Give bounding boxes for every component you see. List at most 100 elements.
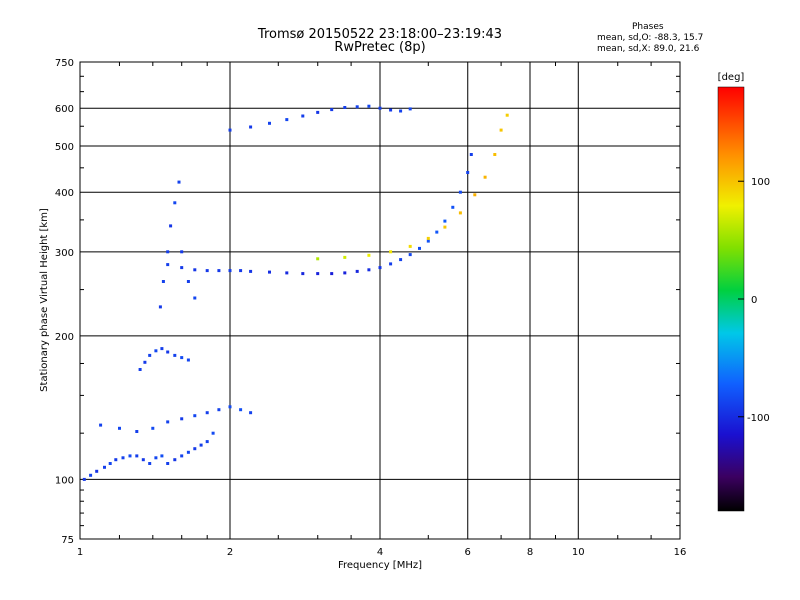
data-point xyxy=(166,462,170,465)
data-point xyxy=(408,244,412,248)
data-point xyxy=(154,349,158,353)
data-point xyxy=(173,353,177,357)
y-tick-label: 200 xyxy=(55,332,74,343)
data-point xyxy=(426,236,430,240)
data-point xyxy=(148,462,152,465)
colorbar-tick-label: 0 xyxy=(751,295,757,306)
data-point xyxy=(180,454,184,458)
data-point xyxy=(239,408,243,412)
data-point xyxy=(199,443,203,447)
data-point xyxy=(378,266,382,270)
data-point xyxy=(343,271,347,275)
data-point xyxy=(301,114,305,118)
data-point xyxy=(114,458,118,462)
data-point xyxy=(268,270,271,274)
y-tick-label: 400 xyxy=(55,188,74,199)
y-tick-label: 100 xyxy=(55,475,74,486)
data-points-layer xyxy=(82,104,509,481)
data-point xyxy=(268,121,271,125)
colorbar-tick-label: -100 xyxy=(747,413,770,424)
data-point xyxy=(180,356,184,360)
data-point xyxy=(330,272,334,276)
data-point xyxy=(180,250,184,254)
data-point xyxy=(151,426,155,430)
data-point xyxy=(316,110,320,114)
data-point xyxy=(148,353,152,357)
data-point xyxy=(426,239,430,243)
colorbar-label: [deg] xyxy=(718,72,745,83)
data-point xyxy=(217,269,221,273)
data-point xyxy=(285,271,289,275)
data-point xyxy=(435,230,439,234)
data-point xyxy=(166,420,170,424)
y-tick-label: 300 xyxy=(55,248,74,259)
data-point xyxy=(399,109,403,113)
grid-layer xyxy=(80,62,680,539)
data-point xyxy=(205,440,209,444)
data-point xyxy=(217,408,221,412)
data-point xyxy=(135,430,139,433)
chart-subtitle: RwPretec (8p) xyxy=(334,40,426,55)
data-point xyxy=(166,350,170,354)
y-tick-label: 750 xyxy=(55,58,74,69)
axis-ticks-layer: 1 2 4 6 8 10 16 75 100 200 300 400 500 600 750 xyxy=(55,58,686,558)
x-tick-label: 1 xyxy=(77,547,83,558)
data-point xyxy=(228,269,232,273)
y-axis-label: Stationary phase Virtual Height [km] xyxy=(39,208,50,392)
data-point xyxy=(330,108,334,112)
data-point xyxy=(103,465,106,469)
chart-title: Tromsø 20150522 23:18:00–23:19:43 xyxy=(257,27,503,42)
data-point xyxy=(193,268,197,272)
data-point xyxy=(443,219,447,223)
data-point xyxy=(469,153,473,156)
data-point xyxy=(367,253,371,257)
data-point xyxy=(166,263,170,267)
data-point xyxy=(193,296,197,300)
data-point xyxy=(343,255,347,259)
data-point xyxy=(473,193,477,197)
data-point xyxy=(466,171,470,174)
data-point xyxy=(249,125,253,129)
data-point xyxy=(355,269,359,273)
data-point xyxy=(99,423,103,427)
data-point xyxy=(128,454,132,458)
data-point xyxy=(108,462,112,465)
colorbar-tick-label: 100 xyxy=(751,177,770,188)
data-point xyxy=(186,450,190,454)
data-point xyxy=(316,272,320,276)
data-point xyxy=(160,454,164,458)
data-point xyxy=(82,477,86,481)
data-point xyxy=(408,253,412,257)
data-point xyxy=(158,305,162,309)
data-point xyxy=(458,190,462,194)
data-point xyxy=(121,456,125,460)
plot-frame xyxy=(79,61,681,540)
y-tick-label: 75 xyxy=(61,535,74,546)
data-point xyxy=(166,250,170,254)
data-point xyxy=(118,426,121,430)
data-point xyxy=(135,454,139,458)
data-point xyxy=(301,272,305,276)
data-point xyxy=(249,269,253,273)
x-tick-label: 8 xyxy=(527,547,533,558)
x-tick-label: 10 xyxy=(572,547,585,558)
data-point xyxy=(205,411,209,415)
data-point xyxy=(228,128,232,132)
data-point xyxy=(343,106,347,109)
data-point xyxy=(285,118,289,122)
data-point xyxy=(180,266,184,270)
data-point xyxy=(143,360,147,364)
x-tick-label: 16 xyxy=(674,547,687,558)
data-point xyxy=(367,104,371,108)
data-point xyxy=(239,269,243,273)
data-point xyxy=(451,205,455,209)
data-point xyxy=(173,201,177,205)
data-point xyxy=(316,257,320,261)
data-point xyxy=(493,153,497,156)
data-point xyxy=(177,180,181,184)
data-point xyxy=(141,458,145,462)
data-point xyxy=(249,411,253,415)
data-point xyxy=(389,250,393,254)
x-axis-label: Frequency [MHz] xyxy=(338,560,422,571)
